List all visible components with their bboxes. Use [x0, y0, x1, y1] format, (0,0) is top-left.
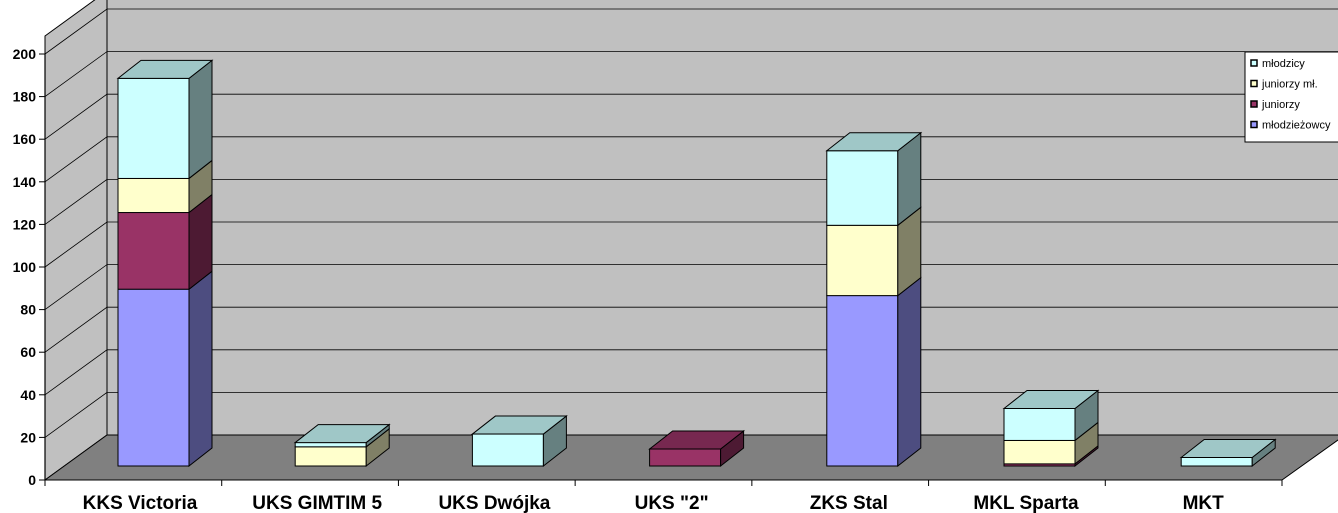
legend-label: juniorzy mł.: [1261, 79, 1318, 91]
bar-segment-top: [825, 132, 923, 152]
category-label: KKS Victoria: [83, 493, 198, 513]
legend-label: juniorzy: [1261, 99, 1300, 111]
legend-swatch: [1250, 100, 1258, 108]
bar-segment-front: [294, 442, 367, 448]
legend-box: [1244, 51, 1338, 143]
y-tick-label: 180: [13, 89, 37, 105]
bar-segment-side: [188, 59, 213, 180]
y-tick-label: 100: [13, 259, 37, 275]
chart-walls: [43, 0, 1338, 481]
y-tick-label: 20: [20, 429, 36, 445]
bar-segment-front: [826, 150, 899, 226]
category-label: UKS Dwójka: [438, 493, 550, 513]
bar-stack: [825, 131, 923, 468]
bar-segment-front: [471, 433, 544, 467]
bar-segment-front: [117, 288, 190, 467]
bar-stack: [648, 429, 746, 468]
gridline: [44, 136, 1338, 183]
value-axis: 0 20 40 60 80 100 120 140 160 180 200: [13, 46, 1283, 488]
bar-stack: [1002, 389, 1100, 468]
bar-segment-top: [648, 430, 746, 450]
y-tick-label: 140: [13, 174, 37, 190]
bar-segment-front: [649, 448, 722, 467]
bar-segment-top: [470, 415, 568, 435]
y-tick-label: 60: [20, 344, 36, 360]
category-label: UKS GIMTIM 5: [252, 493, 382, 513]
y-tick-label: 80: [20, 302, 36, 318]
legend-swatch: [1250, 59, 1258, 67]
legend: młodzicy juniorzy mł. juniorzy młodzieżowcy: [1244, 51, 1338, 143]
bar-segment-front: [1003, 439, 1076, 465]
bar-segment-front: [1180, 456, 1253, 467]
gridline: [44, 178, 1338, 225]
side-wall: [44, 0, 108, 481]
legend-label: młodzicy: [1262, 58, 1305, 70]
y-tick-label: 40: [20, 387, 36, 403]
gridline: [44, 51, 1338, 97]
bar-segment-top: [1179, 438, 1277, 458]
y-tick-label: 200: [13, 46, 37, 62]
legend-swatch: [1250, 79, 1258, 88]
gridline: [44, 93, 1338, 140]
bar-segment-side: [897, 276, 922, 468]
back-wall: [106, 0, 1338, 436]
y-tick-label: 0: [28, 472, 36, 488]
legend-swatch: [1250, 120, 1258, 129]
category-label: ZKS Stal: [810, 493, 888, 513]
bar-stack: [1179, 438, 1277, 468]
bar-segment-front: [826, 295, 899, 467]
bar-segment-front: [117, 77, 190, 179]
bar-segment-top: [1002, 389, 1100, 409]
gridlines: [44, 8, 1338, 438]
bar-stacks: [116, 59, 1277, 468]
gridline: [44, 306, 1338, 353]
gridline: [44, 349, 1338, 396]
gridline: [44, 221, 1338, 268]
legend-label: młodzieżowcy: [1262, 120, 1331, 132]
bar-segment-front: [117, 177, 190, 214]
gridline: [44, 8, 1338, 55]
bar-segment-front: [294, 446, 367, 467]
bar-segment-top: [293, 424, 391, 444]
gridline: [44, 391, 1338, 438]
category-label: MKL Sparta: [973, 493, 1079, 513]
bar-stack: [116, 59, 214, 468]
category-labels: KKS Victoria UKS GIMTIM 5 UKS Dwójka UKS "2…: [83, 493, 1225, 513]
category-label: MKT: [1183, 493, 1225, 513]
bar-segment-top: [116, 59, 214, 79]
bar-stack: [470, 415, 568, 468]
category-label: UKS "2": [635, 493, 709, 513]
y-tick-label: 160: [13, 131, 37, 147]
bar-segment-front: [1003, 407, 1076, 441]
bar-segment-side: [188, 270, 213, 468]
bar-segment-front: [826, 224, 899, 297]
bar-stack: [293, 423, 391, 468]
bar-segment-front: [117, 212, 190, 290]
y-tick-label: 120: [13, 216, 37, 232]
gridline: [44, 264, 1338, 310]
